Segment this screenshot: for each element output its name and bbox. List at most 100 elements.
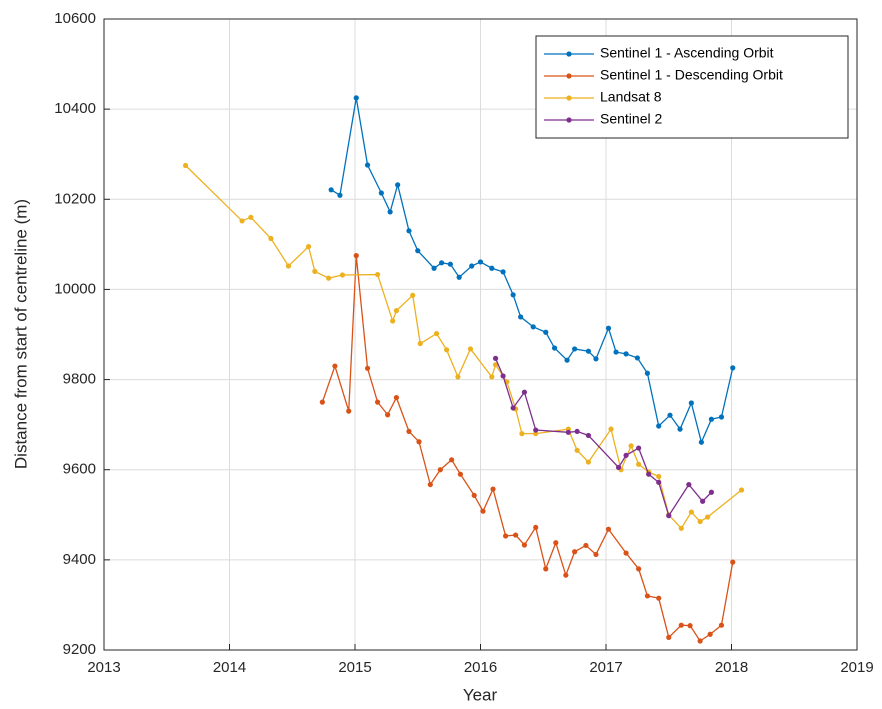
x-tick-label: 2015 bbox=[338, 659, 371, 676]
data-point bbox=[718, 414, 725, 420]
data-point bbox=[471, 492, 477, 499]
legend-marker bbox=[566, 51, 572, 57]
data-point bbox=[730, 559, 736, 565]
data-point bbox=[572, 346, 578, 352]
data-point bbox=[415, 248, 421, 254]
data-point bbox=[533, 524, 539, 531]
data-point bbox=[390, 318, 396, 324]
data-point bbox=[449, 457, 455, 463]
data-point bbox=[688, 509, 694, 515]
data-point bbox=[328, 187, 334, 193]
data-point bbox=[583, 542, 589, 549]
data-point bbox=[543, 329, 549, 335]
data-point bbox=[644, 370, 651, 376]
data-point bbox=[248, 214, 254, 220]
data-point bbox=[697, 518, 703, 525]
data-point bbox=[433, 330, 440, 337]
data-point bbox=[353, 253, 359, 259]
data-point bbox=[687, 623, 693, 629]
data-point bbox=[438, 260, 445, 266]
data-point bbox=[431, 265, 437, 271]
data-point bbox=[346, 408, 352, 414]
data-point bbox=[553, 540, 559, 546]
data-point bbox=[530, 324, 536, 330]
data-point bbox=[393, 395, 400, 401]
y-tick-label: 10200 bbox=[54, 190, 96, 207]
data-point bbox=[707, 631, 713, 637]
data-point bbox=[697, 638, 703, 644]
data-point bbox=[326, 275, 332, 281]
data-point bbox=[667, 412, 673, 418]
data-point bbox=[564, 357, 570, 363]
data-point bbox=[437, 467, 443, 473]
y-tick-label: 9200 bbox=[63, 641, 96, 658]
data-point bbox=[533, 427, 539, 433]
data-point bbox=[677, 426, 683, 432]
data-point bbox=[585, 432, 592, 439]
x-tick-label: 2019 bbox=[840, 659, 873, 676]
data-point bbox=[467, 346, 474, 352]
data-point bbox=[551, 345, 558, 351]
x-tick-label: 2017 bbox=[589, 659, 622, 676]
data-point bbox=[718, 622, 725, 628]
x-tick-label: 2014 bbox=[213, 659, 246, 676]
data-point bbox=[678, 525, 684, 531]
data-point bbox=[572, 549, 578, 555]
data-point bbox=[456, 274, 462, 280]
data-point bbox=[417, 340, 423, 347]
data-point bbox=[489, 265, 495, 271]
data-point bbox=[364, 162, 371, 168]
legend-label: Sentinel 2 bbox=[600, 111, 662, 127]
y-axis-label: Distance from start of centreline (m) bbox=[11, 199, 30, 469]
data-point bbox=[708, 416, 715, 422]
y-tick-label: 9400 bbox=[63, 551, 96, 568]
data-point bbox=[708, 489, 715, 495]
data-point bbox=[285, 263, 292, 269]
data-point bbox=[666, 634, 672, 640]
data-point bbox=[393, 308, 400, 314]
data-point bbox=[410, 292, 416, 298]
data-point bbox=[427, 481, 433, 488]
data-point bbox=[688, 400, 694, 406]
data-point bbox=[492, 362, 499, 368]
data-point bbox=[500, 269, 506, 275]
data-point bbox=[521, 542, 528, 548]
data-point bbox=[646, 471, 652, 477]
data-point bbox=[565, 429, 571, 435]
data-point bbox=[268, 235, 274, 242]
data-point bbox=[406, 428, 412, 435]
data-point bbox=[339, 272, 346, 278]
data-point bbox=[585, 459, 592, 465]
legend-box bbox=[535, 35, 849, 139]
data-point bbox=[519, 431, 525, 437]
legend-marker bbox=[566, 73, 572, 79]
data-point bbox=[374, 399, 381, 405]
data-point bbox=[477, 259, 484, 265]
data-point bbox=[490, 486, 496, 492]
legend-label: Landsat 8 bbox=[600, 89, 662, 105]
data-point bbox=[518, 314, 524, 320]
data-point bbox=[636, 461, 642, 467]
data-point bbox=[605, 526, 612, 532]
data-point bbox=[686, 481, 692, 488]
data-point bbox=[666, 513, 672, 519]
data-point bbox=[455, 374, 461, 380]
data-point bbox=[593, 551, 599, 558]
data-point bbox=[628, 443, 634, 449]
legend-label: Sentinel 1 - Descending Orbit bbox=[600, 67, 783, 83]
data-point bbox=[480, 508, 486, 514]
data-point bbox=[634, 355, 640, 361]
data-point bbox=[510, 405, 516, 411]
data-point bbox=[387, 209, 393, 215]
data-point bbox=[533, 431, 539, 437]
x-axis-label: Year bbox=[463, 685, 498, 704]
y-tick-label: 10600 bbox=[54, 10, 96, 27]
data-point bbox=[636, 445, 642, 451]
data-point bbox=[521, 389, 528, 395]
data-point bbox=[730, 365, 736, 371]
data-point bbox=[623, 452, 629, 458]
legend-label: Sentinel 1 - Ascending Orbit bbox=[600, 45, 774, 61]
data-point bbox=[615, 464, 622, 471]
data-point bbox=[543, 566, 549, 572]
y-tick-label: 10000 bbox=[54, 280, 96, 297]
